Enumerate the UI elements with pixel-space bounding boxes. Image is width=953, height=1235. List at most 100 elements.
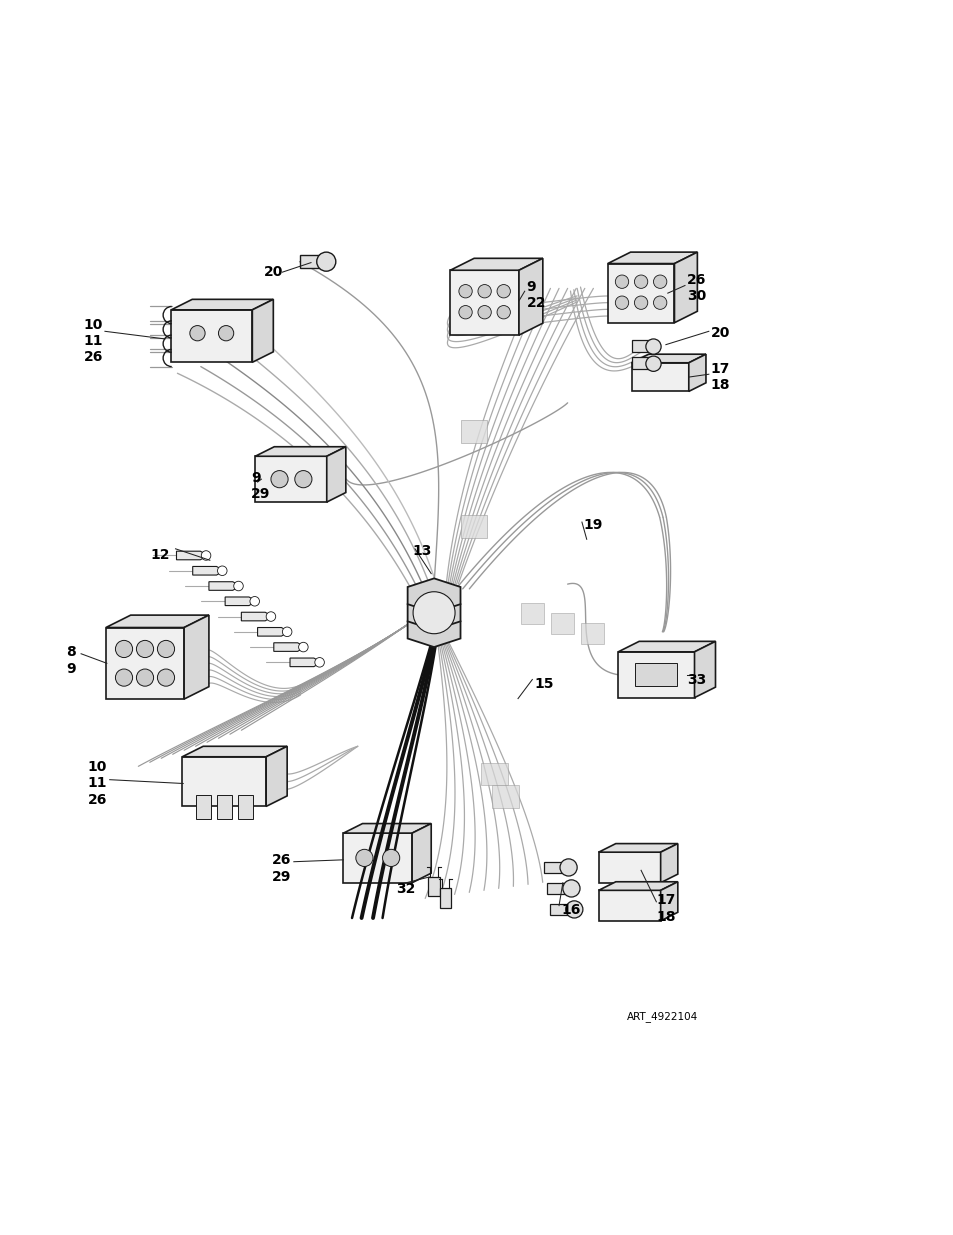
- Circle shape: [653, 275, 666, 288]
- Text: 26
29: 26 29: [272, 853, 291, 883]
- Circle shape: [615, 275, 628, 288]
- Bar: [460, 420, 487, 443]
- Polygon shape: [171, 310, 252, 362]
- Circle shape: [316, 252, 335, 272]
- Circle shape: [201, 551, 211, 561]
- Bar: [631, 357, 650, 369]
- Text: 16: 16: [560, 903, 579, 918]
- Polygon shape: [106, 615, 209, 627]
- Polygon shape: [598, 890, 659, 921]
- Bar: [520, 603, 543, 624]
- Polygon shape: [631, 354, 705, 363]
- Circle shape: [645, 338, 660, 354]
- Polygon shape: [694, 641, 715, 698]
- Bar: [543, 862, 564, 873]
- Polygon shape: [209, 582, 240, 590]
- Circle shape: [497, 284, 510, 298]
- Polygon shape: [659, 844, 677, 883]
- Polygon shape: [182, 757, 266, 806]
- Circle shape: [565, 900, 582, 918]
- Polygon shape: [450, 258, 542, 270]
- Circle shape: [282, 627, 292, 636]
- Text: 8
9: 8 9: [67, 646, 76, 676]
- Bar: [439, 888, 451, 908]
- Circle shape: [233, 582, 243, 590]
- Bar: [216, 795, 232, 819]
- Circle shape: [250, 597, 259, 606]
- Circle shape: [157, 669, 174, 687]
- Bar: [237, 795, 253, 819]
- Circle shape: [218, 326, 233, 341]
- Polygon shape: [407, 613, 460, 647]
- Bar: [631, 340, 650, 352]
- Bar: [480, 762, 507, 785]
- Polygon shape: [257, 627, 289, 636]
- Circle shape: [477, 305, 491, 319]
- Bar: [551, 613, 574, 634]
- Polygon shape: [688, 354, 705, 391]
- Circle shape: [271, 471, 288, 488]
- Polygon shape: [407, 595, 460, 630]
- Circle shape: [497, 305, 510, 319]
- Polygon shape: [255, 447, 345, 456]
- Circle shape: [562, 879, 579, 897]
- Bar: [299, 254, 320, 268]
- Polygon shape: [659, 882, 677, 921]
- Text: 32: 32: [395, 882, 415, 897]
- Polygon shape: [618, 641, 715, 652]
- Circle shape: [217, 566, 227, 576]
- Text: 17
18: 17 18: [710, 362, 729, 393]
- Polygon shape: [618, 652, 694, 698]
- Circle shape: [382, 850, 399, 867]
- Text: 13: 13: [412, 543, 431, 558]
- Polygon shape: [607, 252, 697, 263]
- Circle shape: [115, 641, 132, 657]
- Circle shape: [645, 356, 660, 372]
- Polygon shape: [106, 627, 184, 699]
- Text: 33: 33: [686, 673, 705, 687]
- Bar: [546, 883, 567, 894]
- Text: 12: 12: [151, 547, 170, 562]
- Circle shape: [115, 669, 132, 687]
- Polygon shape: [225, 597, 256, 605]
- Circle shape: [190, 326, 205, 341]
- Bar: [492, 785, 518, 808]
- Circle shape: [634, 275, 647, 288]
- Text: 17
18: 17 18: [656, 893, 675, 924]
- Polygon shape: [598, 882, 677, 890]
- Polygon shape: [274, 642, 305, 651]
- Circle shape: [314, 657, 324, 667]
- Circle shape: [298, 642, 308, 652]
- Polygon shape: [193, 567, 224, 576]
- Text: 26
30: 26 30: [686, 273, 705, 304]
- Text: 9
22: 9 22: [526, 280, 545, 310]
- Circle shape: [458, 305, 472, 319]
- Circle shape: [157, 641, 174, 657]
- Circle shape: [634, 296, 647, 309]
- Bar: [580, 622, 604, 643]
- Polygon shape: [631, 363, 688, 391]
- Circle shape: [615, 296, 628, 309]
- Bar: [635, 663, 677, 687]
- Polygon shape: [290, 658, 321, 667]
- Circle shape: [136, 641, 153, 657]
- Polygon shape: [674, 252, 697, 322]
- Text: 10
11
26: 10 11 26: [84, 317, 103, 364]
- Circle shape: [559, 858, 577, 876]
- Polygon shape: [450, 270, 518, 335]
- Polygon shape: [171, 299, 274, 310]
- Polygon shape: [255, 456, 326, 503]
- Polygon shape: [343, 834, 412, 883]
- Circle shape: [458, 284, 472, 298]
- Circle shape: [294, 471, 312, 488]
- Polygon shape: [343, 824, 431, 834]
- Polygon shape: [598, 852, 659, 883]
- Text: 15: 15: [534, 677, 553, 692]
- Polygon shape: [184, 615, 209, 699]
- Text: 9
29: 9 29: [251, 471, 270, 501]
- Polygon shape: [252, 299, 274, 362]
- Circle shape: [355, 850, 373, 867]
- Polygon shape: [266, 746, 287, 806]
- Polygon shape: [607, 263, 674, 322]
- Polygon shape: [598, 844, 677, 852]
